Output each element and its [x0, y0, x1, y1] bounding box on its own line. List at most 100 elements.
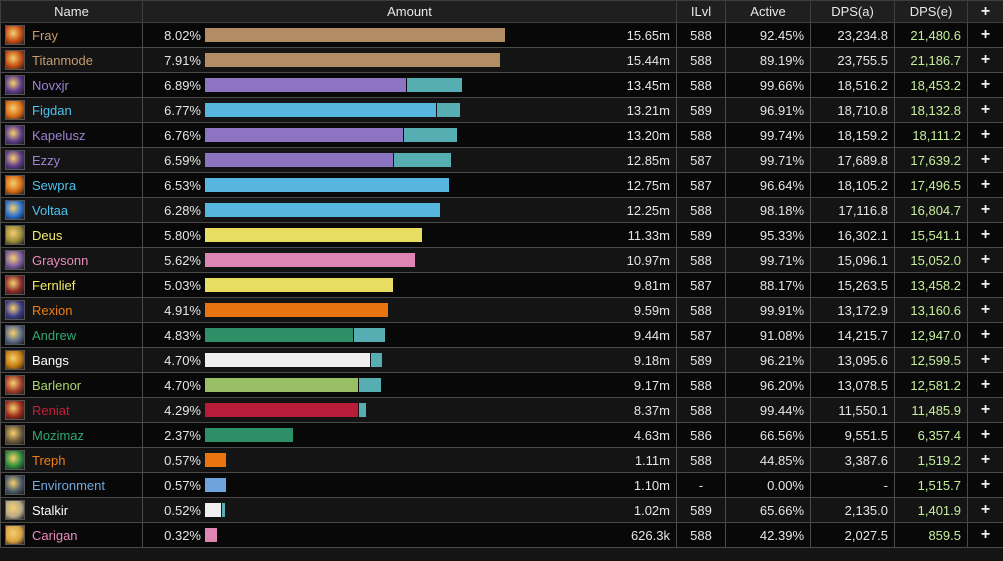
- table-row[interactable]: Stalkir 0.52% 1.02m 589 65.66% 2,135.0 1,401.9…: [0, 497, 1003, 523]
- row-expand-button[interactable]: +: [967, 72, 1003, 98]
- row-expand-button[interactable]: +: [967, 222, 1003, 248]
- table-row[interactable]: Titanmode 7.91% 15.44m 588 89.19% 23,755.5 21,…: [0, 47, 1003, 73]
- row-expand-button[interactable]: +: [967, 297, 1003, 323]
- table-row[interactable]: Reniat 4.29% 8.37m 588 99.44% 11,550.1 11,485.…: [0, 397, 1003, 423]
- table-row[interactable]: Figdan 6.77% 13.21m 589 96.91% 18,710.8 18,132…: [0, 97, 1003, 123]
- damage-percent: 6.76%: [164, 128, 201, 143]
- ilvl-value: 588: [676, 447, 726, 473]
- amount-cell: 6.59% 12.85m: [142, 147, 677, 173]
- player-name-cell[interactable]: Barlenor: [0, 372, 143, 398]
- player-name: Environment: [32, 477, 105, 493]
- row-expand-button[interactable]: +: [967, 247, 1003, 273]
- table-row[interactable]: Bangs 4.70% 9.18m 589 96.21% 13,095.6 12,599.5…: [0, 347, 1003, 373]
- player-name-cell[interactable]: Bangs: [0, 347, 143, 373]
- row-expand-button[interactable]: +: [967, 497, 1003, 523]
- amount-cell: 4.83% 9.44m: [142, 322, 677, 348]
- row-expand-button[interactable]: +: [967, 422, 1003, 448]
- player-name: Mozimaz: [32, 427, 85, 443]
- damage-bar: [205, 403, 358, 417]
- row-expand-button[interactable]: +: [967, 272, 1003, 298]
- table-row[interactable]: Rexion 4.91% 9.59m 588 99.91% 13,172.9 13,160.…: [0, 297, 1003, 323]
- active-value: 99.91%: [725, 297, 811, 323]
- ilvl-value: 588: [676, 247, 726, 273]
- damage-bar-track: [205, 153, 625, 167]
- dps-e-value: 859.5: [894, 522, 968, 548]
- player-name-cell[interactable]: Sewpra: [0, 172, 143, 198]
- ilvl-value: 587: [676, 322, 726, 348]
- player-name-cell[interactable]: Andrew: [0, 322, 143, 348]
- player-name-cell[interactable]: Rexion: [0, 297, 143, 323]
- dps-e-value: 6,357.4: [894, 422, 968, 448]
- col-header-ilvl[interactable]: ILvl: [676, 0, 726, 23]
- player-name-cell[interactable]: Titanmode: [0, 47, 143, 73]
- table-row[interactable]: Deus 5.80% 11.33m 589 95.33% 16,302.1 15,541.1…: [0, 222, 1003, 248]
- player-name-cell[interactable]: Ezzy: [0, 147, 143, 173]
- player-name-cell[interactable]: Graysonn: [0, 247, 143, 273]
- row-expand-button[interactable]: +: [967, 147, 1003, 173]
- damage-bar: [205, 128, 403, 142]
- player-name-cell[interactable]: Reniat: [0, 397, 143, 423]
- table-row[interactable]: Graysonn 5.62% 10.97m 588 99.71% 15,096.1 15,0…: [0, 247, 1003, 273]
- player-name-cell[interactable]: Mozimaz: [0, 422, 143, 448]
- damage-bar: [205, 178, 449, 192]
- player-name-wrap: Ezzy: [5, 150, 142, 170]
- row-expand-button[interactable]: +: [967, 22, 1003, 48]
- dps-a-value: 13,078.5: [810, 372, 895, 398]
- damage-amount: 9.59m: [633, 303, 670, 318]
- table-row[interactable]: Fernlief 5.03% 9.81m 587 88.17% 15,263.5 13,45…: [0, 272, 1003, 298]
- table-row[interactable]: Barlenor 4.70% 9.17m 588 96.20% 13,078.5 12,58…: [0, 372, 1003, 398]
- col-header-name[interactable]: Name: [0, 0, 143, 23]
- player-name-cell[interactable]: Stalkir: [0, 497, 143, 523]
- player-name-cell[interactable]: Fernlief: [0, 272, 143, 298]
- table-row[interactable]: Kapelusz 6.76% 13.20m 588 99.74% 18,159.2 18,1…: [0, 122, 1003, 148]
- table-row[interactable]: Mozimaz 2.37% 4.63m 586 66.56% 9,551.5 6,357.4…: [0, 422, 1003, 448]
- row-expand-button[interactable]: +: [967, 447, 1003, 473]
- player-name-cell[interactable]: Figdan: [0, 97, 143, 123]
- damage-percent: 5.80%: [164, 228, 201, 243]
- table-row[interactable]: Sewpra 6.53% 12.75m 587 96.64% 18,105.2 17,496…: [0, 172, 1003, 198]
- row-expand-button[interactable]: +: [967, 97, 1003, 123]
- row-expand-button[interactable]: +: [967, 47, 1003, 73]
- table-row[interactable]: Environment 0.57% 1.10m -0.00% -1,515.7 +: [0, 472, 1003, 498]
- ilvl-value: 588: [676, 22, 726, 48]
- col-header-dps-e[interactable]: DPS(e): [894, 0, 968, 23]
- damage-amount: 12.25m: [626, 203, 670, 218]
- ilvl-value: 588: [676, 297, 726, 323]
- add-column-button[interactable]: +: [967, 0, 1003, 23]
- environment-icon: [5, 475, 25, 495]
- damage-bar-secondary: [371, 353, 382, 367]
- col-header-active[interactable]: Active: [725, 0, 811, 23]
- table-row[interactable]: Novxjr 6.89% 13.45m 588 99.66% 18,516.2 18,453…: [0, 72, 1003, 98]
- player-name-cell[interactable]: Treph: [0, 447, 143, 473]
- player-name-cell[interactable]: Deus: [0, 222, 143, 248]
- damage-bar-track: [205, 178, 625, 192]
- row-expand-button[interactable]: +: [967, 322, 1003, 348]
- active-value: 96.91%: [725, 97, 811, 123]
- row-expand-button[interactable]: +: [967, 397, 1003, 423]
- row-expand-button[interactable]: +: [967, 347, 1003, 373]
- player-name-cell[interactable]: Fray: [0, 22, 143, 48]
- player-name-cell[interactable]: Voltaa: [0, 197, 143, 223]
- row-expand-button[interactable]: +: [967, 122, 1003, 148]
- damage-bar: [205, 28, 505, 42]
- damage-percent: 0.32%: [164, 528, 201, 543]
- player-name-cell[interactable]: Environment: [0, 472, 143, 498]
- table-row[interactable]: Treph 0.57% 1.11m 588 44.85% 3,387.6 1,519.2 +: [0, 447, 1003, 473]
- table-row[interactable]: Andrew 4.83% 9.44m 587 91.08% 14,215.7 12,947.…: [0, 322, 1003, 348]
- col-header-dps-a[interactable]: DPS(a): [810, 0, 895, 23]
- table-row[interactable]: Ezzy 6.59% 12.85m 587 99.71% 17,689.8 17,639.2…: [0, 147, 1003, 173]
- row-expand-button[interactable]: +: [967, 197, 1003, 223]
- col-header-amount[interactable]: Amount: [142, 0, 677, 23]
- player-name-cell[interactable]: Carigan: [0, 522, 143, 548]
- table-row[interactable]: Carigan 0.32% 626.3k 588 42.39% 2,027.5 859.5 +: [0, 522, 1003, 548]
- row-expand-button[interactable]: +: [967, 172, 1003, 198]
- row-expand-button[interactable]: +: [967, 522, 1003, 548]
- damage-bar-track: [205, 253, 625, 267]
- table-row[interactable]: Voltaa 6.28% 12.25m 588 98.18% 17,116.8 16,804…: [0, 197, 1003, 223]
- player-name: Andrew: [32, 327, 77, 343]
- player-name-cell[interactable]: Novxjr: [0, 72, 143, 98]
- table-row[interactable]: Fray 8.02% 15.65m 588 92.45% 23,234.8 21,480.6…: [0, 22, 1003, 48]
- player-name-cell[interactable]: Kapelusz: [0, 122, 143, 148]
- row-expand-button[interactable]: +: [967, 472, 1003, 498]
- row-expand-button[interactable]: +: [967, 372, 1003, 398]
